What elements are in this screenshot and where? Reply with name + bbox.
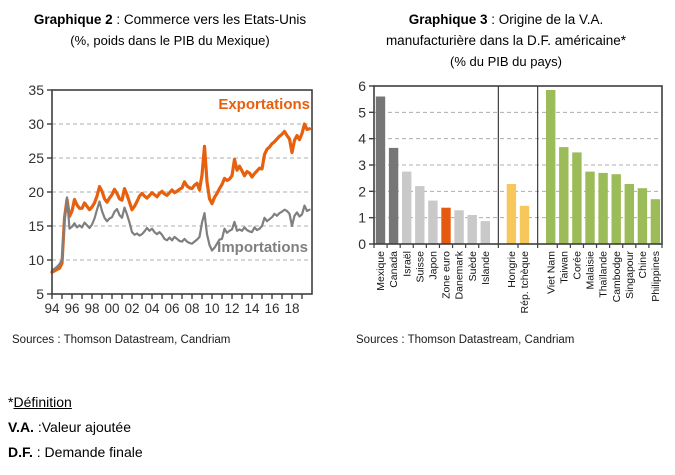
svg-text:Islande: Islande [480, 251, 492, 285]
chart3-title-line1: Graphique 3 : Origine de la V.A. [340, 9, 672, 30]
chart2-source: Sources : Thomson Datastream, Candriam [12, 334, 231, 346]
footnote-va-term: V.A. [8, 419, 34, 435]
svg-text:Exportations: Exportations [218, 96, 310, 113]
footnote-definition-word: Définition [13, 394, 72, 410]
svg-text:1: 1 [358, 210, 366, 226]
svg-text:15: 15 [28, 218, 44, 234]
svg-text:Thaïlande: Thaïlande [598, 251, 610, 298]
svg-text:Malaisie: Malaisie [585, 251, 597, 290]
footnote-df-term: D.F. [8, 444, 33, 460]
svg-text:Canada: Canada [388, 251, 400, 288]
svg-text:Hongrie: Hongrie [506, 251, 518, 288]
svg-text:5: 5 [358, 104, 366, 120]
svg-text:12: 12 [224, 301, 239, 316]
svg-text:2: 2 [358, 183, 366, 199]
va-bar-chart: Mexique Canada Israël Suisse Japon Zone euro D… [358, 78, 663, 314]
chart3-source: Sources : Thomson Datastream, Candriam [356, 334, 575, 346]
svg-text:0: 0 [358, 236, 366, 252]
chart3-title-line2: manufacturière dans la D.F. américaine* [385, 33, 627, 48]
footnote-df-line: D.F. : Demande finale [8, 444, 143, 460]
svg-text:Corée: Corée [572, 251, 584, 280]
svg-text:Mexique: Mexique [375, 251, 387, 291]
chart2-title-line1: Graphique 2 : Commerce vers les Etats-Un… [2, 9, 338, 30]
svg-text:08: 08 [184, 301, 199, 316]
svg-text:Singapour: Singapour [624, 251, 636, 299]
svg-text:06: 06 [164, 301, 179, 316]
svg-text:98: 98 [84, 301, 99, 316]
chart3-subtitle: (% du PIB du pays) [450, 54, 562, 69]
footnote-df-text: : Demande finale [32, 444, 143, 460]
svg-text:Taiwan: Taiwan [558, 251, 570, 284]
chart2-title-rest: : Commerce vers les Etats-Unis [112, 12, 307, 27]
svg-text:Cambodge: Cambodge [611, 251, 623, 303]
svg-text:5: 5 [36, 286, 44, 302]
svg-text:14: 14 [244, 301, 260, 316]
svg-text:10: 10 [204, 301, 219, 316]
svg-text:25: 25 [28, 150, 44, 166]
chart3-title-bold: Graphique 3 [408, 12, 488, 27]
chart2-title: Graphique 2 : Commerce vers les Etats-Un… [2, 9, 338, 51]
svg-text:20: 20 [28, 184, 44, 200]
svg-text:3: 3 [358, 157, 366, 173]
svg-text:96: 96 [64, 301, 79, 316]
svg-text:18: 18 [284, 301, 299, 316]
chart2-subtitle: (%, poids dans le PIB du Mexique) [70, 33, 270, 48]
svg-text:6: 6 [358, 78, 366, 94]
svg-text:Philippines: Philippines [650, 251, 662, 302]
svg-text:Zone euro: Zone euro [441, 251, 453, 299]
footnote-va-text: :Valeur ajoutée [33, 419, 131, 435]
trade-line-chart: 5 10 15 20 25 30 35 94 96 98 00 02 04 06 08 10 12 14 16 18 E… [28, 82, 313, 316]
svg-text:Chine: Chine [637, 251, 649, 279]
svg-text:04: 04 [144, 301, 160, 316]
svg-text:Suisse: Suisse [414, 251, 426, 283]
svg-text:Israël: Israël [401, 251, 413, 277]
svg-text:00: 00 [104, 301, 119, 316]
footnote-block: *Définition V.A. :Valeur ajoutée D.F. : … [8, 394, 143, 469]
footnote-va-line: V.A. :Valeur ajoutée [8, 419, 143, 435]
svg-text:94: 94 [44, 301, 60, 316]
chart2-title-bold: Graphique 2 [33, 12, 113, 27]
svg-text:16: 16 [264, 301, 279, 316]
svg-text:35: 35 [28, 82, 44, 98]
svg-text:10: 10 [28, 252, 44, 268]
chart3-title: Graphique 3 : Origine de la V.A. manufac… [340, 9, 672, 72]
svg-text:Importations: Importations [217, 239, 308, 256]
svg-text:Danemark: Danemark [454, 250, 466, 299]
footnote-star: * [8, 394, 14, 410]
chart3-title-rest: : Origine de la V.A. [487, 12, 604, 27]
svg-text:02: 02 [124, 301, 139, 316]
svg-text:Viet Nam: Viet Nam [545, 251, 557, 294]
svg-text:Suède: Suède [467, 251, 479, 282]
svg-text:30: 30 [28, 116, 44, 132]
footnote-definition-line: *Définition [8, 394, 143, 410]
svg-text:4: 4 [358, 131, 366, 147]
svg-text:Rép. tchèque: Rép. tchèque [519, 251, 531, 314]
svg-text:Japon: Japon [428, 251, 440, 280]
